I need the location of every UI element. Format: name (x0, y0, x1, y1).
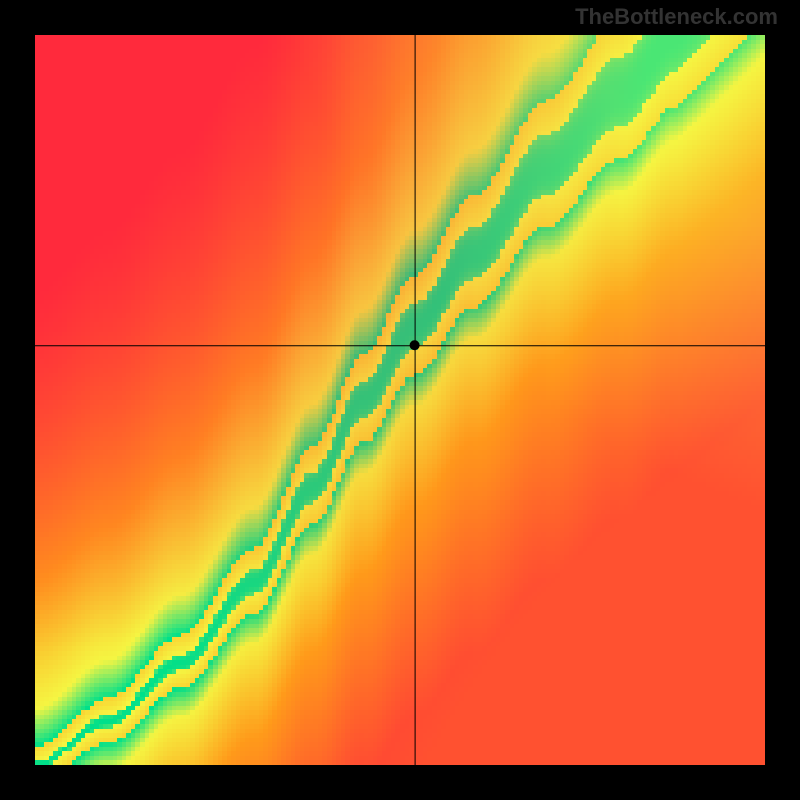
chart-container: TheBottleneck.com (0, 0, 800, 800)
heatmap-plot (35, 35, 765, 765)
heatmap-canvas (35, 35, 765, 765)
watermark-text: TheBottleneck.com (575, 4, 778, 30)
